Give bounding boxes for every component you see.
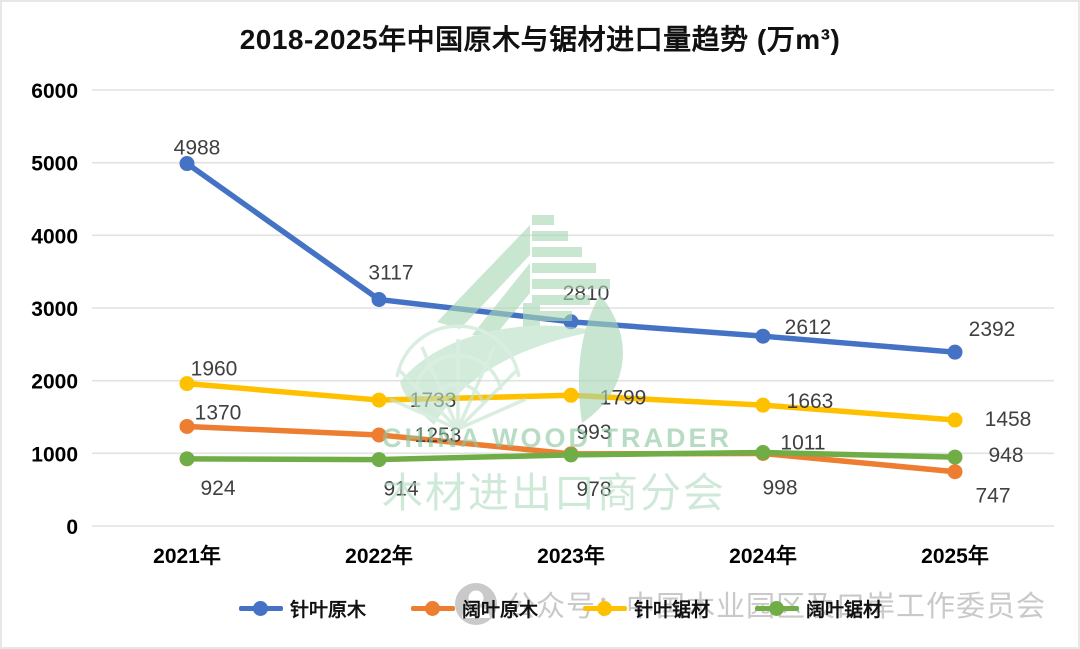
data-point[interactable]: [755, 445, 771, 461]
data-point[interactable]: [179, 451, 195, 467]
x-axis-tick-label: 2024年: [729, 544, 797, 568]
y-axis-tick-label: 1000: [31, 443, 78, 466]
data-label: 1663: [787, 390, 834, 413]
data-point[interactable]: [563, 387, 579, 403]
data-label: 747: [975, 485, 1010, 508]
data-point[interactable]: [947, 344, 963, 360]
data-label: 2612: [785, 316, 832, 339]
data-point[interactable]: [371, 291, 387, 307]
y-axis-tick-label: 4000: [31, 225, 78, 248]
data-label: 2392: [969, 318, 1016, 341]
data-label: 924: [200, 477, 235, 500]
data-label: 1253: [415, 424, 462, 447]
data-label: 1011: [780, 432, 825, 455]
data-point[interactable]: [371, 392, 387, 408]
data-point[interactable]: [179, 156, 195, 172]
data-label: 993: [576, 421, 611, 444]
legend: 针叶原木 阔叶原木 针叶锯材 阔叶锯材: [239, 595, 882, 622]
legend-marker-icon: [755, 601, 800, 616]
data-point[interactable]: [563, 314, 579, 330]
legend-item-softwood-lumber[interactable]: 针叶锯材: [583, 595, 710, 622]
y-axis-tick-label: 5000: [31, 153, 78, 176]
legend-marker-icon: [239, 601, 283, 616]
y-axis-tick-label: 3000: [31, 298, 78, 321]
y-axis-tick-label: 0: [66, 516, 78, 539]
legend-label: 针叶锯材: [634, 600, 711, 621]
data-label: 1370: [195, 401, 242, 424]
y-axis-tick-label: 2000: [31, 371, 78, 394]
data-label: 1799: [600, 386, 647, 409]
data-label: 914: [383, 478, 418, 501]
data-label: 948: [988, 444, 1023, 467]
legend-marker-icon: [411, 601, 456, 616]
legend-item-softwood-logs[interactable]: 针叶原木: [239, 595, 366, 622]
legend-item-hardwood-lumber[interactable]: 阔叶锯材: [755, 595, 882, 622]
data-point[interactable]: [755, 328, 771, 344]
x-axis-tick-label: 2022年: [345, 544, 413, 568]
data-point[interactable]: [563, 447, 579, 463]
x-axis-tick-label: 2023年: [537, 544, 605, 568]
data-label: 4988: [174, 137, 221, 160]
legend-label: 阔叶锯材: [806, 600, 883, 621]
y-axis-tick-label: 6000: [31, 80, 78, 103]
data-label: 1960: [191, 358, 238, 381]
data-point[interactable]: [179, 418, 195, 434]
x-axis-tick-label: 2025年: [921, 544, 989, 568]
data-label: 3117: [368, 261, 413, 284]
data-point[interactable]: [371, 452, 387, 468]
data-point[interactable]: [371, 427, 387, 443]
data-point[interactable]: [947, 449, 963, 465]
data-label: 2810: [563, 282, 610, 305]
data-point[interactable]: [755, 397, 771, 413]
legend-label: 针叶原木: [290, 600, 367, 621]
data-label: 978: [576, 478, 611, 501]
data-label: 1458: [985, 408, 1032, 431]
legend-marker-icon: [583, 601, 628, 616]
data-point[interactable]: [947, 464, 963, 480]
data-label: 1733: [410, 389, 457, 412]
legend-item-hardwood-logs[interactable]: 阔叶原木: [411, 595, 538, 622]
chart-title: 2018-2025年中国原木与锯材进口量趋势 (万m³): [239, 24, 841, 55]
data-label: 998: [762, 476, 797, 499]
legend-label: 阔叶原木: [462, 600, 539, 621]
x-axis-tick-label: 2021年: [153, 544, 221, 568]
data-point[interactable]: [947, 412, 963, 428]
data-point[interactable]: [179, 376, 195, 392]
